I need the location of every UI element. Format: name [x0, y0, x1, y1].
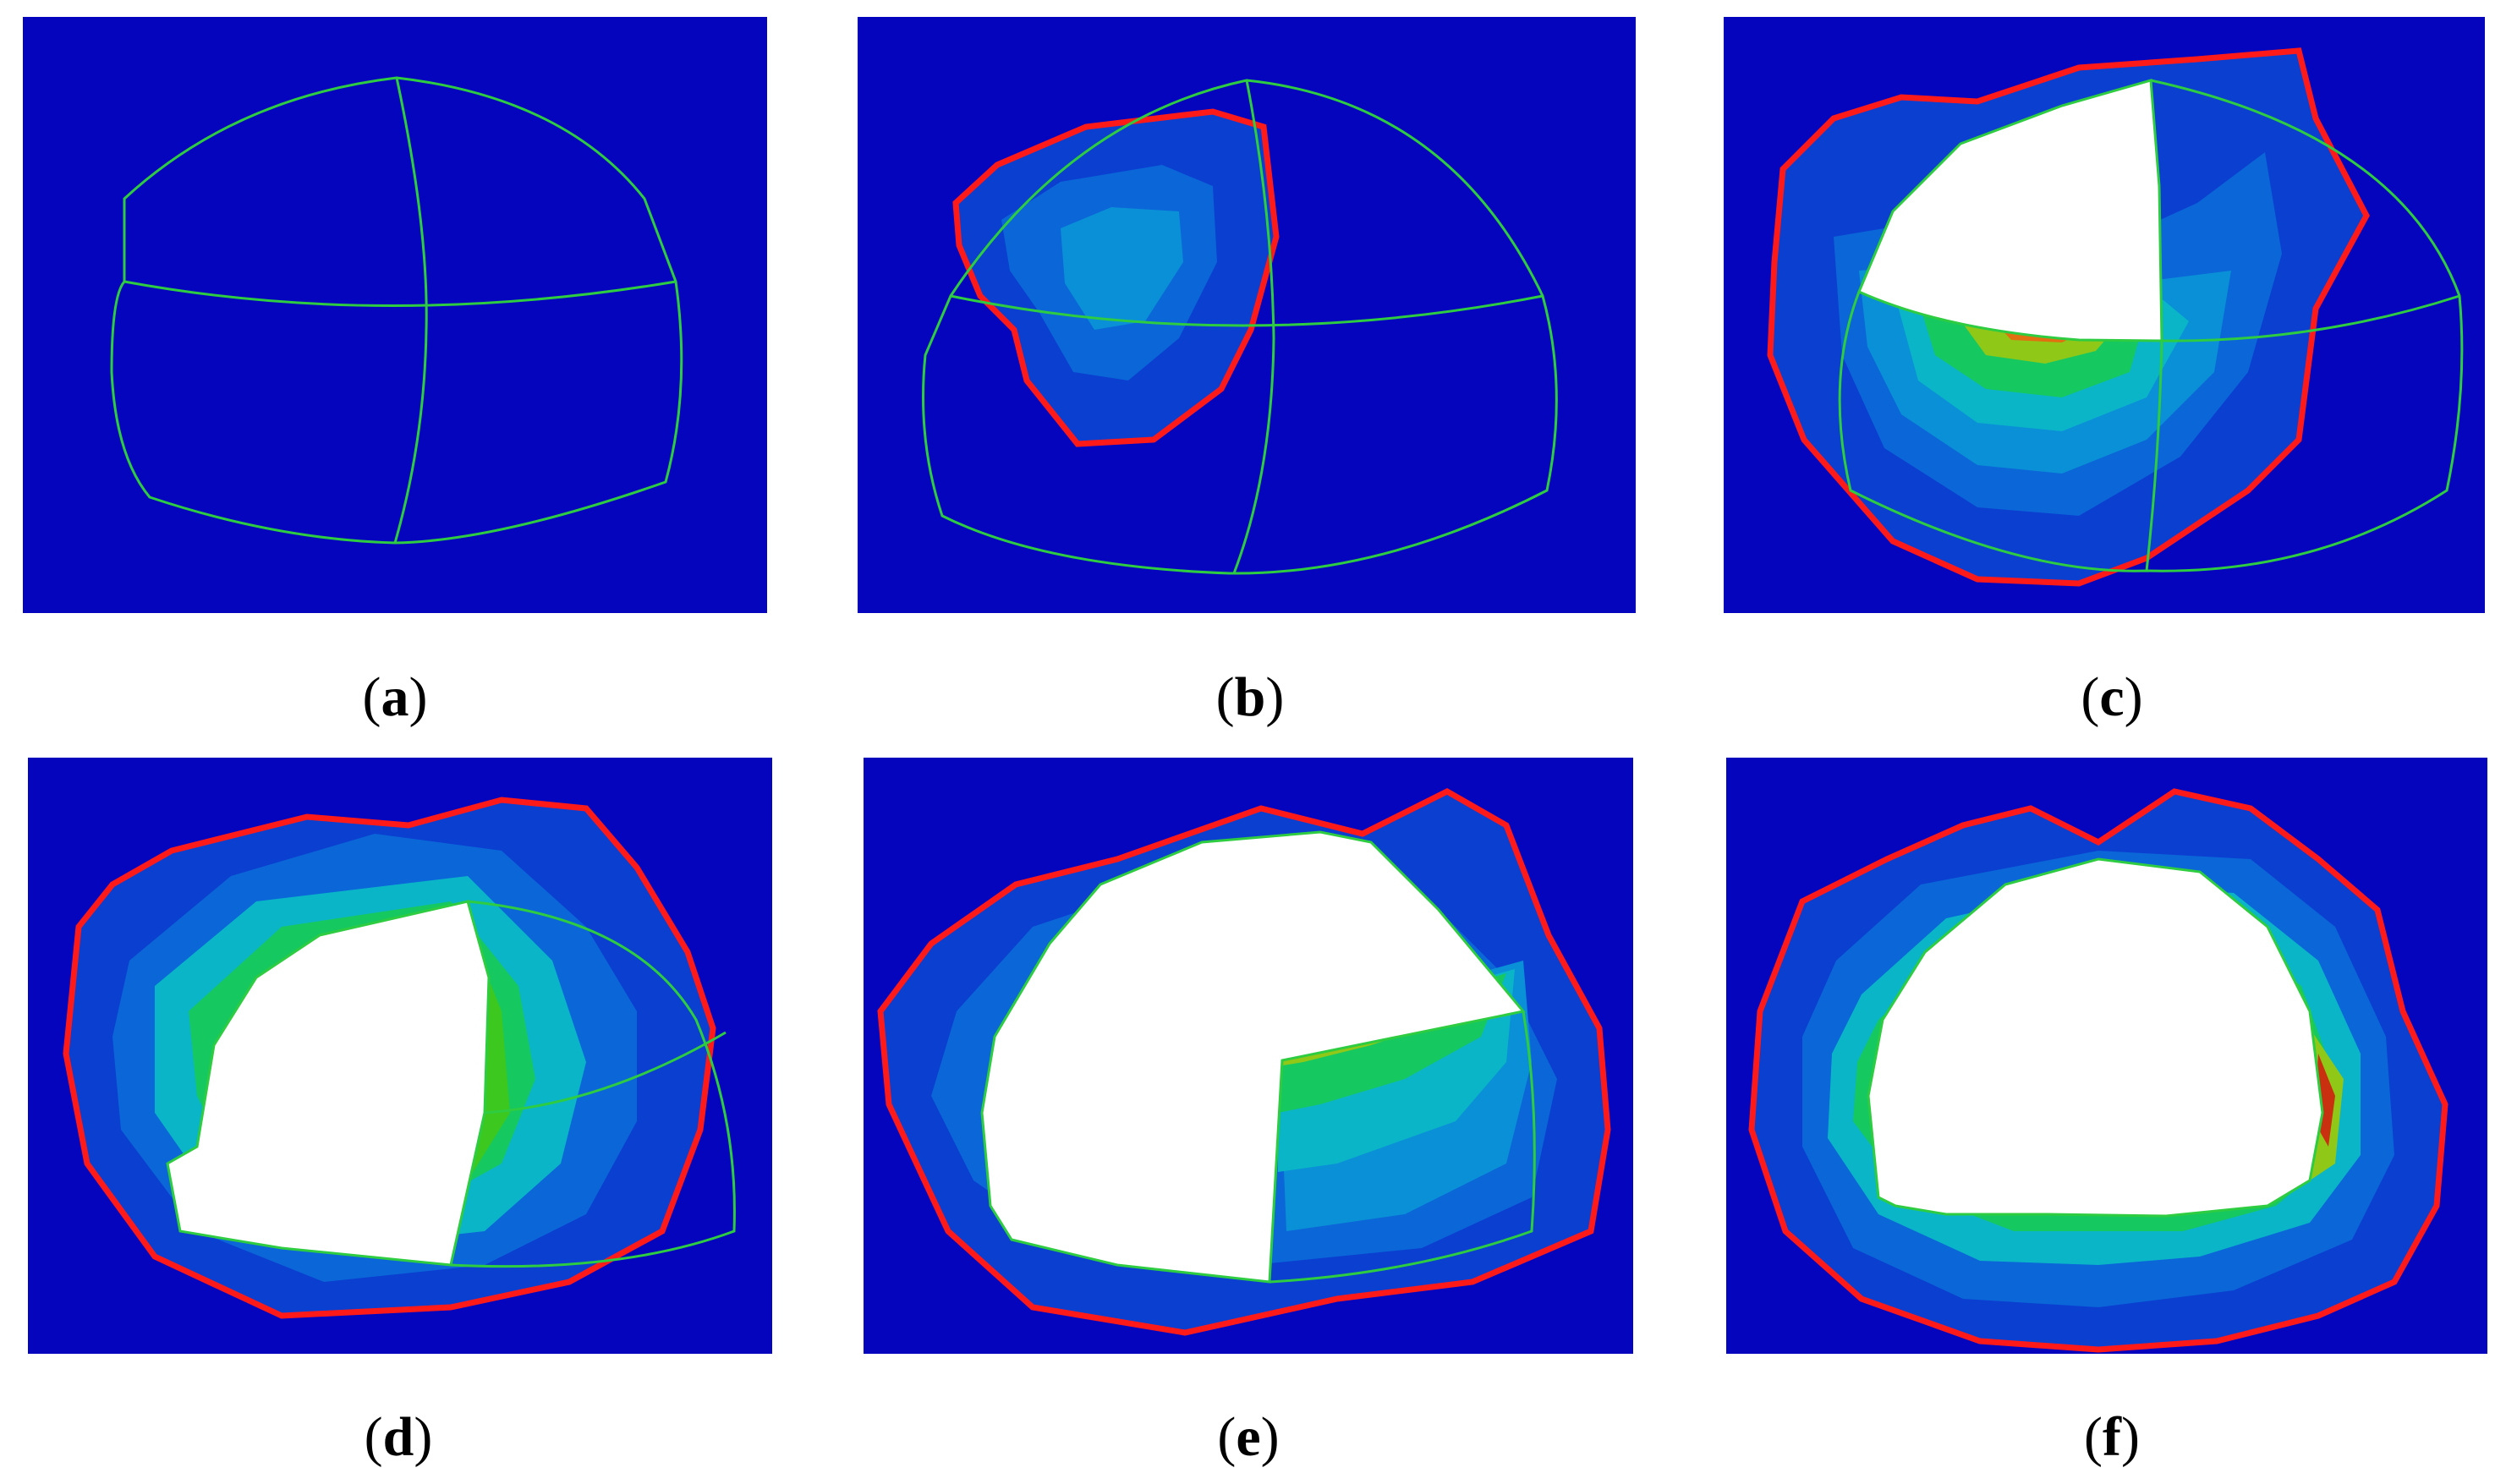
plastic-boundary [1748, 788, 2448, 1353]
bench-line [2161, 294, 2460, 342]
caption-d: (d) [364, 1406, 433, 1468]
plastic-boundary [63, 797, 716, 1319]
panel-d-plot [28, 758, 772, 1354]
center-line [393, 77, 428, 544]
center-line [1232, 79, 1275, 574]
tunnel-outline [1269, 1010, 1536, 1284]
panel-e [864, 758, 1633, 1354]
caption-f: (f) [2084, 1406, 2140, 1468]
caption-e: (e) [1217, 1406, 1280, 1468]
panel-c-plot [1724, 17, 2485, 613]
tunnel-outline [450, 900, 736, 1268]
caption-c: (c) [2081, 666, 2143, 728]
panel-b [858, 17, 1636, 613]
background-field [23, 17, 767, 613]
tunnel-outline [922, 79, 1558, 575]
panel-e-plot [864, 758, 1633, 1354]
panel-f-plot [1726, 758, 2487, 1354]
panel-a-plot [23, 17, 767, 613]
bench-line [484, 1031, 727, 1114]
bench-line [123, 280, 677, 307]
caption-b: (b) [1215, 666, 1285, 728]
excavated-area [1857, 79, 2163, 342]
excavated-area [166, 900, 491, 1267]
plastic-zone-inner [1061, 207, 1183, 330]
tunnel-outline [1838, 79, 2464, 572]
panel-f [1726, 758, 2487, 1354]
center-line [2145, 340, 2163, 572]
plastic-boundary [877, 788, 1611, 1336]
caption-a: (a) [362, 666, 428, 728]
excavated-area [980, 830, 1526, 1284]
bench-line [950, 294, 1544, 327]
panel-c [1724, 17, 2485, 613]
panel-a [23, 17, 767, 613]
plastic-boundary [1767, 47, 2370, 587]
panel-d [28, 758, 772, 1354]
plastic-boundary [952, 108, 1280, 447]
excavated-area [1867, 857, 2324, 1218]
panel-b-plot [858, 17, 1636, 613]
